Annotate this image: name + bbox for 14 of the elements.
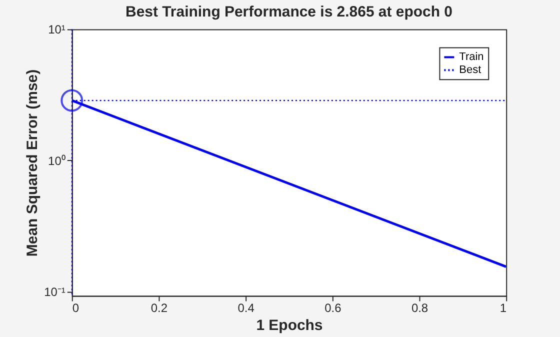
y-axis-title: Mean Squared Error (mse) [24, 69, 42, 257]
chart-title: Best Training Performance is 2.865 at epoch 0 [126, 3, 452, 20]
y-tick-label: 10⁰ [48, 154, 66, 168]
y-tick-label: 10⁻¹ [44, 285, 66, 300]
legend-label: Best [459, 64, 482, 76]
x-tick-label: 1 [500, 301, 507, 316]
x-tick-label: 0.8 [411, 301, 428, 316]
x-tick-label: 0.2 [150, 301, 168, 316]
x-tick-label: 0 [72, 301, 80, 316]
x-tick-label: 0.6 [324, 301, 342, 316]
x-tick-label: 0.4 [238, 301, 255, 316]
x-axis-title: 1 Epochs [256, 317, 323, 334]
legend-label: Train [459, 51, 484, 64]
y-tick-label: 10¹ [48, 22, 66, 37]
